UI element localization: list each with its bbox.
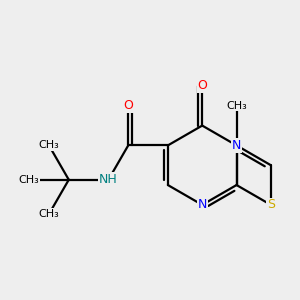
Text: S: S xyxy=(267,198,275,212)
Text: CH₃: CH₃ xyxy=(39,140,59,150)
Text: O: O xyxy=(197,80,207,92)
Text: N: N xyxy=(232,139,241,152)
Text: O: O xyxy=(123,99,133,112)
Text: NH: NH xyxy=(99,173,118,186)
Text: N: N xyxy=(197,198,207,212)
Text: CH₃: CH₃ xyxy=(226,101,247,111)
Text: CH₃: CH₃ xyxy=(19,175,40,185)
Text: CH₃: CH₃ xyxy=(39,209,59,219)
